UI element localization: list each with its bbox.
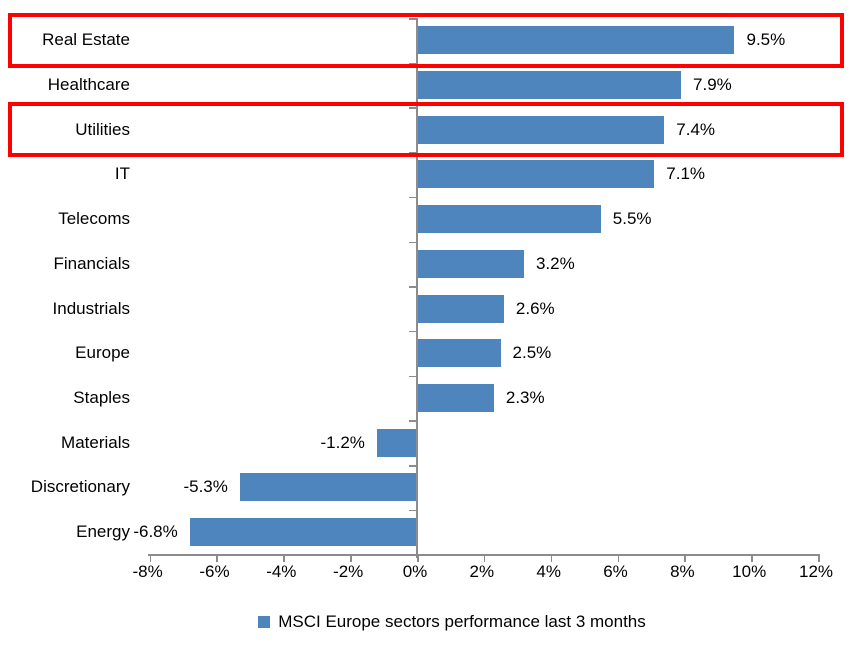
y-axis-tick (409, 330, 417, 333)
x-axis-tick (818, 554, 820, 562)
highlight-box (8, 102, 844, 158)
category-label: IT (114, 164, 130, 184)
x-tick-label: -2% (333, 562, 364, 581)
category-label: Energy (76, 522, 130, 542)
category-label: Healthcare (47, 75, 130, 95)
x-axis-tick (483, 554, 486, 562)
y-axis-tick (409, 509, 417, 512)
category-label: Telecoms (58, 209, 130, 229)
value-label: 2.3% (505, 388, 545, 408)
value-label: 7.4% (676, 119, 716, 139)
x-tick-label: 12% (799, 562, 834, 581)
x-tick-label: 4% (536, 562, 561, 581)
x-axis-tick (751, 554, 753, 562)
legend-swatch-icon (258, 616, 271, 628)
value-label: 7.1% (666, 164, 706, 184)
value-label: 2.5% (512, 343, 552, 363)
x-tick-label: 2% (469, 562, 495, 581)
value-label: -1.2% (320, 432, 365, 452)
x-tick-label: 0% (402, 562, 428, 581)
bar (417, 384, 494, 413)
y-axis-tick (409, 375, 417, 378)
bar (417, 26, 735, 55)
value-label: -5.3% (183, 477, 228, 497)
category-label: Materials (61, 432, 130, 452)
y-axis-tick (409, 18, 417, 20)
category-label: Financials (53, 253, 130, 273)
x-tick-label: -8% (132, 562, 163, 581)
category-label: Discretionary (30, 477, 130, 497)
value-label: 3.2% (535, 253, 575, 273)
y-axis-tick (409, 107, 417, 109)
y-axis-tick (409, 420, 417, 422)
x-tick-label: 10% (732, 562, 767, 581)
x-axis-tick (417, 554, 419, 562)
category-label: Staples (73, 388, 130, 408)
value-label: 5.5% (612, 209, 652, 229)
y-axis-tick (409, 241, 417, 244)
x-axis-tick (350, 554, 352, 562)
x-axis-tick (550, 554, 553, 562)
bar (417, 71, 682, 100)
value-label: -6.8% (133, 522, 178, 542)
y-axis-tick (409, 286, 417, 288)
value-label: 7.9% (693, 75, 732, 95)
y-axis-tick (409, 465, 417, 467)
value-label: 2.6% (515, 298, 555, 318)
legend: MSCI Europe sectors performance last 3 m… (0, 611, 852, 633)
x-axis-tick (684, 554, 686, 562)
bar (417, 339, 501, 368)
value-label: 9.5% (746, 30, 786, 50)
category-label: Real Estate (42, 30, 130, 50)
bar (417, 205, 601, 234)
x-axis-tick (283, 554, 285, 562)
x-axis-line (148, 554, 820, 556)
x-tick-label: -6% (199, 562, 230, 581)
bar (417, 160, 655, 189)
x-axis-tick (617, 554, 620, 562)
x-axis-tick (216, 554, 218, 562)
highlight-box (8, 13, 844, 68)
x-tick-label: 8% (670, 562, 695, 581)
bar (239, 473, 417, 502)
y-axis-tick (409, 196, 417, 199)
bar (189, 518, 417, 547)
category-label: Industrials (52, 298, 130, 318)
y-axis-tick (409, 62, 417, 65)
category-label: Utilities (75, 119, 130, 139)
bar (376, 428, 417, 457)
y-axis-line (416, 18, 418, 558)
bar (417, 115, 665, 144)
x-tick-label: -4% (266, 562, 297, 581)
y-axis-tick (409, 152, 417, 154)
legend-label: MSCI Europe sectors performance last 3 m… (278, 612, 646, 631)
x-axis-tick (149, 554, 152, 562)
bar (417, 249, 524, 278)
x-tick-label: 6% (603, 562, 628, 581)
category-label: Europe (75, 343, 130, 363)
bar (417, 294, 504, 323)
